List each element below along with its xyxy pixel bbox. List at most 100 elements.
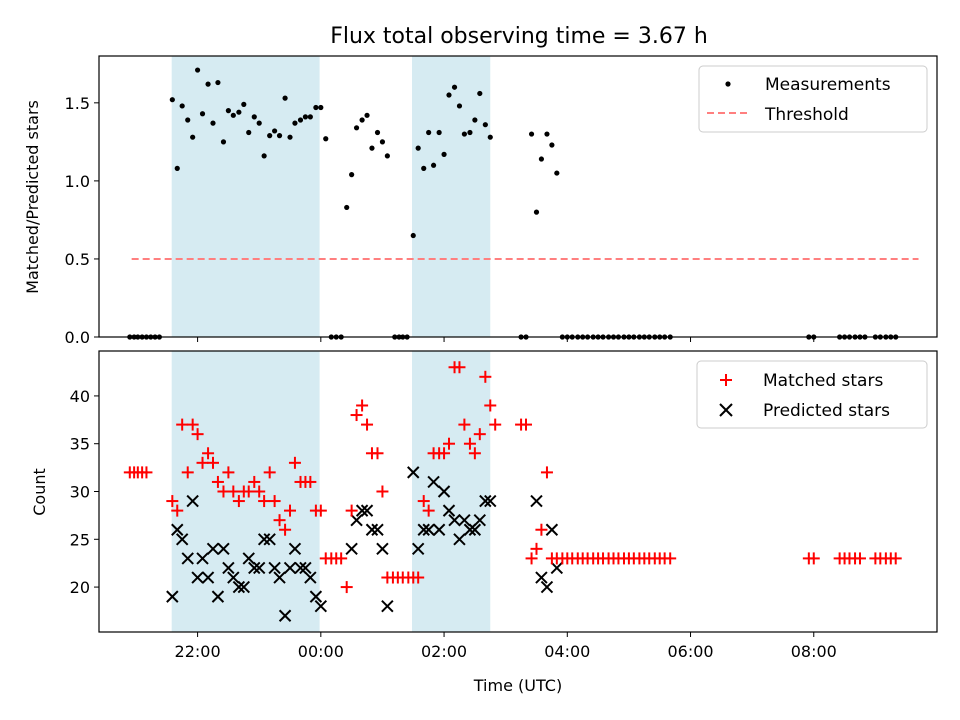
y-tick-label: 25 (70, 530, 90, 549)
matched-star-point (273, 514, 286, 527)
predicted-star-point (263, 533, 276, 546)
matched-star-point (525, 552, 538, 565)
matched-star-point (463, 437, 476, 450)
measurement-point (236, 109, 242, 115)
legend-label-measurements: Measurements (765, 75, 891, 95)
predicted-star-point (248, 561, 261, 575)
measurement-point (359, 117, 365, 123)
predicted-star-point (186, 494, 199, 508)
measurement-point (225, 108, 231, 114)
legend-label-predicted: Predicted stars (763, 401, 890, 421)
shaded-region-1 (412, 56, 491, 337)
measurement-point (169, 97, 175, 103)
measurement-point (272, 128, 278, 134)
matched-star-point (242, 485, 255, 498)
x-tick-label: 06:00 (667, 642, 713, 661)
predicted-star-point (283, 561, 297, 575)
predicted-star-point (268, 561, 281, 575)
top-y-axis-ticks: 0.0 0.5 1.0 1.5 (65, 94, 99, 347)
measurement-point (302, 114, 309, 120)
predicted-star-point (191, 571, 204, 584)
matched-star-point (253, 485, 266, 498)
bottom-legend: Matched stars Predicted stars (696, 360, 928, 429)
matched-star-point (442, 437, 455, 450)
x-tick-label: 02:00 (421, 642, 467, 661)
measurement-point (344, 204, 350, 211)
matched-star-point (335, 552, 348, 565)
measurement-point (467, 129, 473, 136)
matched-star-point (530, 542, 543, 555)
matched-star-point (314, 504, 327, 517)
matched-star-point (540, 466, 553, 479)
legend-label-matched: Matched stars (763, 371, 883, 391)
predicted-star-point (550, 561, 564, 575)
predicted-star-point (166, 590, 179, 603)
chart-title: Flux total observing time = 3.67 h (330, 24, 708, 49)
measurement-point (190, 134, 196, 140)
matched-star-point (422, 504, 435, 517)
bottom-legend-box (696, 360, 928, 429)
matched-star-point (263, 466, 276, 479)
measurement-point (384, 153, 390, 159)
measurement-point (482, 122, 488, 128)
predicted-star-point (479, 494, 492, 508)
predicted-star-point (345, 542, 358, 556)
matched-star-point (535, 523, 548, 536)
matched-star-point (222, 466, 235, 479)
predicted-star-point (371, 523, 384, 536)
predicted-star-point (217, 542, 230, 556)
matched-star-point (248, 475, 261, 488)
matched-star-point (889, 552, 902, 565)
measurement-point (261, 153, 267, 159)
top-panel: 0.0 0.5 1.0 1.5 Matched/Predicted stars Mea… (23, 55, 938, 347)
predicted-star-point (427, 475, 440, 489)
measurement-point (472, 117, 478, 123)
predicted-star-point (437, 485, 451, 498)
x-tick-label: 00:00 (298, 642, 344, 661)
matched-star-point (356, 399, 369, 412)
predicted-star-point (175, 533, 189, 546)
y-tick-label: 30 (70, 483, 90, 502)
predicted-star-point (273, 571, 286, 584)
matched-star-point (361, 418, 374, 431)
predicted-star-point (211, 590, 225, 603)
measurement-point (430, 162, 437, 168)
predicted-star-point (257, 533, 271, 546)
matched-star-point (258, 495, 271, 508)
top-x-axis-ticks (197, 337, 815, 342)
measurement-point (230, 112, 236, 118)
y-tick-label: 0.0 (65, 328, 90, 347)
matched-star-point (458, 418, 471, 431)
predicted-star-point (309, 590, 323, 603)
predicted-star-point (355, 504, 369, 517)
matched-star-point (484, 399, 497, 412)
top-legend: Measurements Threshold (698, 65, 928, 133)
legend-label-threshold: Threshold (764, 105, 849, 125)
measurement-point (446, 92, 452, 98)
shaded-region-0 (171, 56, 320, 337)
predicted-star-point (252, 561, 266, 575)
top-legend-box (698, 65, 928, 133)
matched-star-point (232, 495, 245, 508)
measurement-point (199, 111, 206, 117)
matched-star-point (166, 495, 179, 508)
x-axis-label: Time (UTC) (473, 676, 562, 695)
predicted-star-point (448, 513, 461, 527)
matched-star-point (202, 447, 215, 460)
measurement-point (538, 156, 545, 162)
matched-star-point (140, 466, 153, 479)
matched-star-point (376, 485, 389, 498)
legend-marker-measurements (725, 81, 731, 87)
measurement-point (451, 84, 458, 90)
top-y-axis-label: Matched/Predicted stars (23, 100, 42, 294)
predicted-star-point (540, 580, 554, 594)
measurement-point (426, 129, 432, 136)
y-tick-label: 0.5 (65, 250, 90, 269)
measurement-point (287, 134, 293, 140)
matched-star-point (345, 504, 358, 517)
measurement-point (528, 131, 535, 137)
predicted-star-point (417, 523, 430, 536)
matched-star-point (664, 552, 677, 565)
predicted-star-point (407, 466, 420, 479)
